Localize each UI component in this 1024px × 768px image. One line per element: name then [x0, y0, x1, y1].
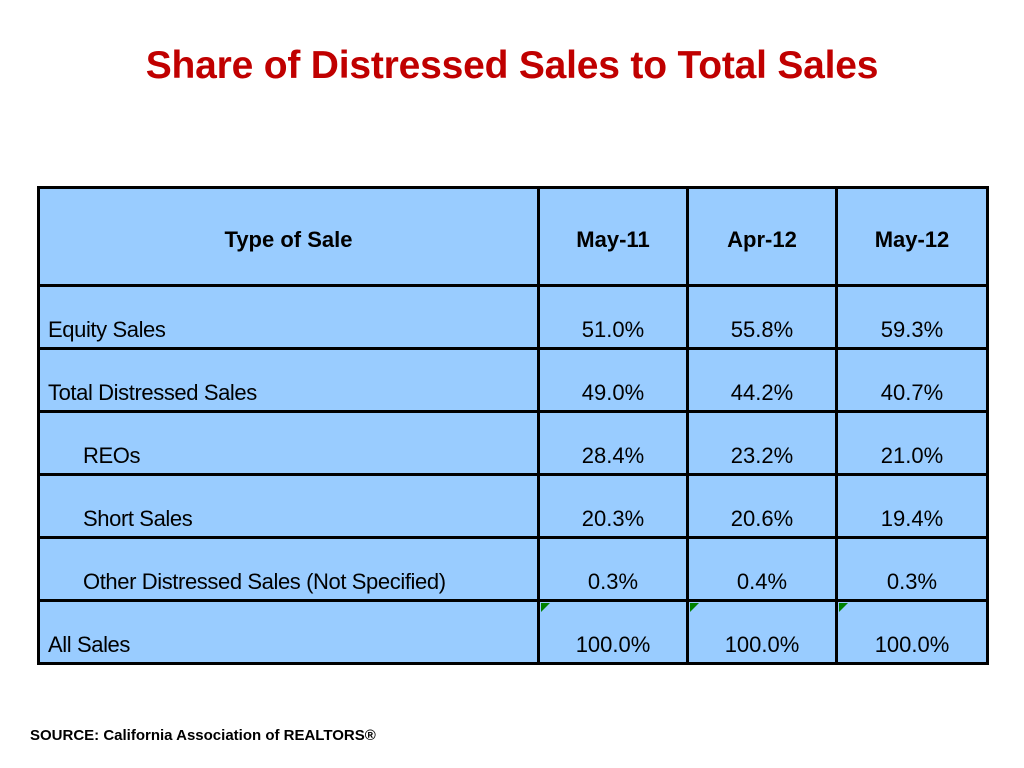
table-cell: 55.8%	[686, 284, 838, 350]
header-apr-12: Apr-12	[686, 186, 838, 287]
table-cell: 49.0%	[537, 347, 689, 413]
table-cell: 19.4%	[835, 473, 989, 539]
source-note: SOURCE: California Association of REALTO…	[30, 727, 376, 744]
row-label-other-distressed-sales: Other Distressed Sales (Not Specified)	[37, 536, 540, 602]
header-row: Type of Sale May-11 Apr-12 May-12	[37, 186, 989, 287]
table-row: All Sales 100.0% 100.0% 100.0%	[37, 599, 989, 665]
table-cell: 51.0%	[537, 284, 689, 350]
header-type-of-sale: Type of Sale	[37, 186, 540, 287]
row-label-all-sales: All Sales	[37, 599, 540, 665]
table-row: REOs 28.4% 23.2% 21.0%	[37, 410, 989, 476]
row-label-reos: REOs	[37, 410, 540, 476]
table-cell: 40.7%	[835, 347, 989, 413]
header-may-11: May-11	[537, 186, 689, 287]
error-flag-icon	[839, 603, 848, 612]
table-cell: 21.0%	[835, 410, 989, 476]
table-cell: 20.3%	[537, 473, 689, 539]
slide-title: Share of Distressed Sales to Total Sales	[145, 44, 879, 87]
cell-value: 100.0%	[874, 632, 950, 657]
table-cell: 0.3%	[835, 536, 989, 602]
table-cell: 28.4%	[537, 410, 689, 476]
table-cell: 59.3%	[835, 284, 989, 350]
table-cell: 20.6%	[686, 473, 838, 539]
cell-value: 100.0%	[724, 632, 800, 657]
row-label-total-distressed-sales: Total Distressed Sales	[37, 347, 540, 413]
table-cell-flagged: 100.0%	[835, 599, 989, 665]
table-row: Other Distressed Sales (Not Specified) 0…	[37, 536, 989, 602]
table-row: Short Sales 20.3% 20.6% 19.4%	[37, 473, 989, 539]
table-cell-flagged: 100.0%	[537, 599, 689, 665]
table-cell: 0.3%	[537, 536, 689, 602]
table-row: Equity Sales 51.0% 55.8% 59.3%	[37, 284, 989, 350]
header-may-12: May-12	[835, 186, 989, 287]
distressed-sales-table: Type of Sale May-11 Apr-12 May-12 Equity…	[37, 186, 989, 665]
table-cell: 23.2%	[686, 410, 838, 476]
error-flag-icon	[690, 603, 699, 612]
error-flag-icon	[541, 603, 550, 612]
table-cell: 44.2%	[686, 347, 838, 413]
cell-value: 100.0%	[575, 632, 651, 657]
row-label-equity-sales: Equity Sales	[37, 284, 540, 350]
table-cell: 0.4%	[686, 536, 838, 602]
table-cell-flagged: 100.0%	[686, 599, 838, 665]
row-label-short-sales: Short Sales	[37, 473, 540, 539]
table-row: Total Distressed Sales 49.0% 44.2% 40.7%	[37, 347, 989, 413]
